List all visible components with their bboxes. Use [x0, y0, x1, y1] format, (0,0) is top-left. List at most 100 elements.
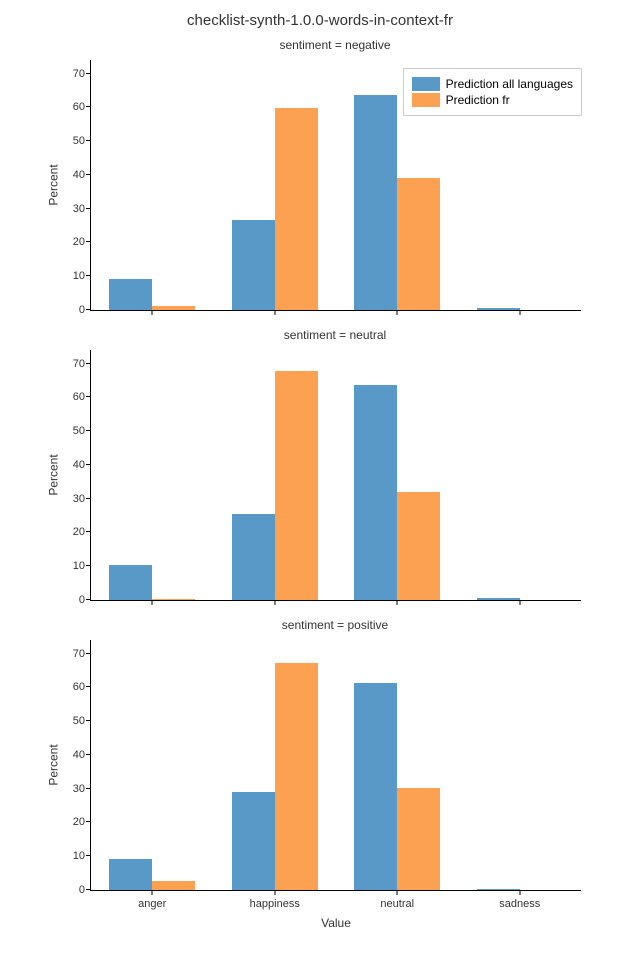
- ytick-mark: [86, 855, 91, 856]
- ytick-mark: [86, 430, 91, 431]
- ytick-mark: [86, 599, 91, 600]
- bar: [109, 565, 152, 600]
- bar: [397, 492, 440, 600]
- ytick-label: 0: [53, 594, 85, 606]
- ytick-label: 60: [53, 681, 85, 693]
- ytick-label: 40: [53, 169, 85, 181]
- ytick-mark: [86, 140, 91, 141]
- ytick-mark: [86, 309, 91, 310]
- xtick-mark: [397, 600, 398, 605]
- ytick-label: 10: [53, 850, 85, 862]
- legend-swatch: [412, 77, 440, 91]
- xtick-mark: [152, 890, 153, 895]
- ytick-label: 50: [53, 425, 85, 437]
- figure: checklist-synth-1.0.0-words-in-context-f…: [0, 0, 640, 960]
- xtick-mark: [519, 890, 520, 895]
- ytick-mark: [86, 73, 91, 74]
- bar: [152, 881, 195, 890]
- bar: [275, 371, 318, 600]
- ytick-label: 20: [53, 816, 85, 828]
- ytick-label: 10: [53, 560, 85, 572]
- ytick-mark: [86, 720, 91, 721]
- legend-item: Prediction all languages: [412, 77, 573, 91]
- ytick-mark: [86, 889, 91, 890]
- ytick-mark: [86, 208, 91, 209]
- panel-title: sentiment = negative: [90, 38, 580, 52]
- xtick-mark: [397, 310, 398, 315]
- ytick-mark: [86, 396, 91, 397]
- ytick-mark: [86, 754, 91, 755]
- bar: [275, 663, 318, 890]
- ytick-mark: [86, 788, 91, 789]
- xtick-label: anger: [138, 898, 166, 910]
- ytick-label: 40: [53, 459, 85, 471]
- bar: [354, 385, 397, 600]
- ytick-mark: [86, 174, 91, 175]
- bar: [232, 514, 275, 600]
- xtick-label: neutral: [380, 898, 414, 910]
- ytick-mark: [86, 241, 91, 242]
- xtick-label: sadness: [499, 898, 540, 910]
- ytick-label: 50: [53, 135, 85, 147]
- xtick-mark: [152, 600, 153, 605]
- bar: [397, 178, 440, 310]
- bar: [232, 220, 275, 310]
- ytick-label: 0: [53, 884, 85, 896]
- bar: [109, 859, 152, 890]
- ytick-mark: [86, 464, 91, 465]
- ytick-label: 20: [53, 236, 85, 248]
- xtick-mark: [274, 890, 275, 895]
- ytick-mark: [86, 821, 91, 822]
- ytick-label: 30: [53, 493, 85, 505]
- bar: [354, 95, 397, 310]
- panel-title: sentiment = neutral: [90, 328, 580, 342]
- legend-item: Prediction fr: [412, 93, 573, 107]
- ytick-mark: [86, 106, 91, 107]
- chart-panel: sentiment = positivePercent0102030405060…: [90, 640, 580, 890]
- xtick-mark: [397, 890, 398, 895]
- ytick-label: 40: [53, 749, 85, 761]
- ytick-label: 70: [53, 68, 85, 80]
- ytick-label: 60: [53, 101, 85, 113]
- bar: [109, 279, 152, 310]
- bar: [275, 108, 318, 310]
- ytick-mark: [86, 565, 91, 566]
- bar: [152, 599, 195, 600]
- x-axis-label: Value: [91, 916, 581, 930]
- ytick-mark: [86, 531, 91, 532]
- bar: [232, 792, 275, 890]
- xtick-mark: [519, 310, 520, 315]
- xtick-mark: [152, 310, 153, 315]
- bar: [354, 683, 397, 890]
- ytick-label: 70: [53, 358, 85, 370]
- ytick-mark: [86, 363, 91, 364]
- ytick-label: 10: [53, 270, 85, 282]
- bar: [477, 598, 520, 600]
- ytick-label: 70: [53, 648, 85, 660]
- figure-suptitle: checklist-synth-1.0.0-words-in-context-f…: [0, 12, 640, 29]
- ytick-label: 60: [53, 391, 85, 403]
- ytick-label: 30: [53, 203, 85, 215]
- panel-title: sentiment = positive: [90, 618, 580, 632]
- ytick-label: 30: [53, 783, 85, 795]
- xtick-mark: [274, 310, 275, 315]
- ytick-mark: [86, 275, 91, 276]
- chart-panel: sentiment = neutralPercent01020304050607…: [90, 350, 580, 600]
- ytick-mark: [86, 686, 91, 687]
- ytick-label: 50: [53, 715, 85, 727]
- legend-swatch: [412, 93, 440, 107]
- plot-area: Percent010203040506070angerhappinessneut…: [90, 640, 581, 891]
- xtick-mark: [519, 600, 520, 605]
- ytick-label: 0: [53, 304, 85, 316]
- ytick-label: 20: [53, 526, 85, 538]
- bar: [397, 788, 440, 890]
- bar: [477, 308, 520, 310]
- legend: Prediction all languages Prediction fr: [403, 68, 582, 116]
- plot-area: Percent010203040506070: [90, 350, 581, 601]
- ytick-mark: [86, 653, 91, 654]
- legend-label: Prediction fr: [446, 93, 510, 107]
- bar: [477, 889, 520, 890]
- bar: [152, 306, 195, 310]
- legend-label: Prediction all languages: [446, 77, 573, 91]
- xtick-mark: [274, 600, 275, 605]
